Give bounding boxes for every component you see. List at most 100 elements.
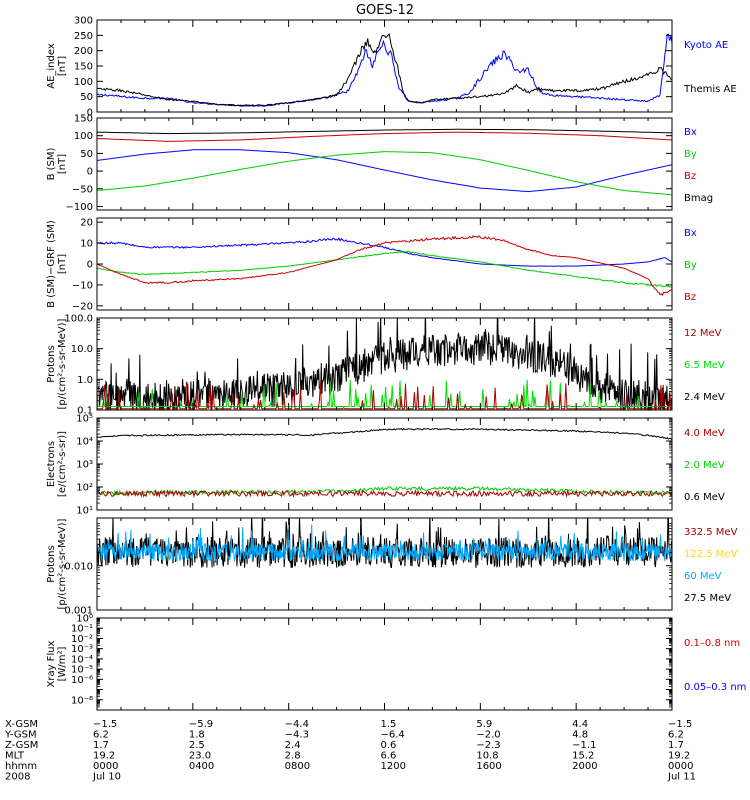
series-group-bsm (97, 128, 672, 196)
y-tick-label: 300 (74, 16, 93, 27)
panel-bdiff: −20 −10 0 10 20 B (SM)−GRF (SM) [nT] Bx By Bz (46, 217, 697, 312)
ephemeris-value: 2.4 (285, 740, 301, 751)
legend-entry: By (684, 149, 697, 160)
ephemeris-value: 10.8 (476, 751, 498, 762)
y-tick-label: −20 (72, 301, 93, 312)
y-tick-label: 0.1 (77, 406, 93, 417)
ephemeris-value: 1200 (381, 761, 406, 772)
legend-entry: 0.6 MeV (684, 492, 725, 503)
ephemeris-value: −2.0 (476, 730, 500, 741)
y-axis-label: [W/m²] (57, 646, 68, 681)
legend-entry: By (684, 260, 697, 271)
ephemeris-value: 1.7 (93, 740, 109, 751)
series-line-protons_lo-60-mev (97, 524, 672, 563)
ephemeris-value: −5.9 (189, 719, 213, 730)
y-axis-label: [nT] (57, 154, 68, 174)
ephemeris-value: 4.8 (572, 730, 588, 741)
ephemeris-value: 19.2 (93, 751, 115, 762)
legend-entry: Kyoto AE (684, 40, 728, 51)
ephemeris-value: −4.3 (285, 730, 309, 741)
y-tick-label: 0.001 (64, 606, 93, 617)
ephemeris-value: 1.7 (668, 740, 684, 751)
y-tick-label: 10⁻² (71, 634, 93, 645)
panel-ae: 0 50 100 150 200 250 300 AE_index [nT] Kyoto AE Th… (46, 16, 737, 119)
panel-frame (96, 517, 673, 611)
y-tick-label: 0 (87, 260, 93, 271)
y-axis-label: B (SM) (46, 147, 57, 180)
y-tick-label: −100 (66, 202, 93, 213)
legend-entry: 0.05–0.3 nm (684, 682, 746, 693)
series-group-protons_lo (97, 518, 672, 569)
y-tick-label: 1.0 (77, 375, 93, 386)
panel-electrons: 10¹ 10² 10³ 10⁴ 10⁵ Electrons [e/(cm²-s-sr)] 4.… (46, 414, 725, 517)
y-axis-label: Xray Flux (46, 640, 57, 687)
y-tick-label: 10⁻⁸ (71, 695, 93, 706)
ephemeris-row-label: 2008 (5, 772, 30, 783)
y-axis-label: [nT] (57, 254, 68, 274)
legend-entry: Bz (684, 292, 696, 303)
y-tick-label: 0.010 (64, 561, 93, 572)
series-line-bdiff-by (97, 250, 672, 288)
ephemeris-value: −1.5 (668, 719, 692, 730)
y-tick-label: 10⁻⁵ (71, 665, 93, 676)
panel-bsm: −100 −50 0 50 100 150 B (SM) [nT] Bx By Bz Bmag (46, 114, 713, 213)
legend-entry: 2.0 MeV (684, 460, 725, 471)
y-tick-label: 10⁰ (76, 614, 93, 625)
ephemeris-row-label: MLT (5, 751, 25, 762)
panel-frame (96, 117, 673, 211)
legend-entry: 4.0 MeV (684, 428, 725, 439)
y-tick-label: 200 (74, 46, 93, 57)
y-tick-label: 10 (80, 239, 93, 250)
legend-entry: 332.5 MeV (684, 527, 738, 538)
ephemeris-value: Jul 10 (92, 772, 121, 783)
panel-frame (96, 617, 673, 711)
series-line-electrons-0-6-mev (97, 427, 672, 441)
legend-entry: Bmag (684, 193, 713, 204)
y-tick-label: 100.0 (64, 314, 93, 325)
legend-entry: 2.4 MeV (684, 392, 725, 403)
ephemeris-value: 1.5 (381, 719, 397, 730)
y-tick-label: 10¹ (76, 506, 93, 517)
series-group-electrons (97, 427, 672, 499)
y-axis-label: Protons (46, 345, 57, 382)
y-axis-label: [e/(cm²-s-sr)] (57, 431, 68, 497)
ephemeris-value: 2.8 (285, 751, 301, 762)
ephemeris-value: 5.9 (476, 719, 492, 730)
panel-frame (96, 19, 673, 113)
ephemeris-value: 6.2 (93, 730, 109, 741)
y-tick-label: 10² (76, 483, 93, 494)
panel-protons_lo: 0.001 0.010 Protons [p/(cm²-s-sr-MeV)] 332.5… (46, 517, 738, 617)
ephemeris-value: −1.1 (572, 740, 596, 751)
series-line-electrons-2-0-mev (97, 485, 672, 497)
ephemeris-row-label: Y-GSM (4, 730, 37, 741)
y-tick-label: 10⁻¹ (71, 624, 93, 635)
series-line-protons_hi-2-4-mev (97, 318, 672, 410)
ephemeris-value: 6.2 (668, 730, 684, 741)
ephemeris-value: −2.3 (476, 740, 500, 751)
ephemeris-row-label: X-GSM (5, 719, 38, 730)
ephemeris-value: 0000 (93, 761, 118, 772)
y-axis-label: [nT] (57, 56, 68, 76)
legend-entry: 6.5 MeV (684, 360, 725, 371)
y-tick-label: 150 (74, 114, 93, 125)
y-tick-label: 10⁻⁴ (71, 654, 93, 665)
ephemeris-row-label: hhmm (5, 761, 37, 772)
y-tick-label: 10.0 (71, 344, 93, 355)
panel-frame (96, 217, 673, 311)
ephemeris-value: 15.2 (572, 751, 594, 762)
y-tick-label: 150 (74, 62, 93, 73)
legend-entry: Bx (684, 127, 697, 138)
series-group-ae (97, 33, 672, 107)
y-tick-label: 50 (80, 149, 93, 160)
legend-entry: 12 MeV (684, 328, 722, 339)
y-tick-label: 0 (87, 167, 93, 178)
panel-protons_hi: 0.1 1.0 10.0 100.0 Protons [p/(cm²-s-sr-MeV)]… (46, 314, 725, 417)
legend-entry: Bx (684, 228, 697, 239)
ephemeris-value: −6.4 (381, 730, 405, 741)
series-line-bsm-bx (97, 149, 672, 193)
y-axis-label: [p/(cm²-s-sr-MeV)] (57, 518, 68, 609)
y-tick-label: 10⁻⁶ (71, 675, 93, 686)
series-line-bsm-bz (97, 131, 672, 142)
y-tick-label: 100 (74, 77, 93, 88)
